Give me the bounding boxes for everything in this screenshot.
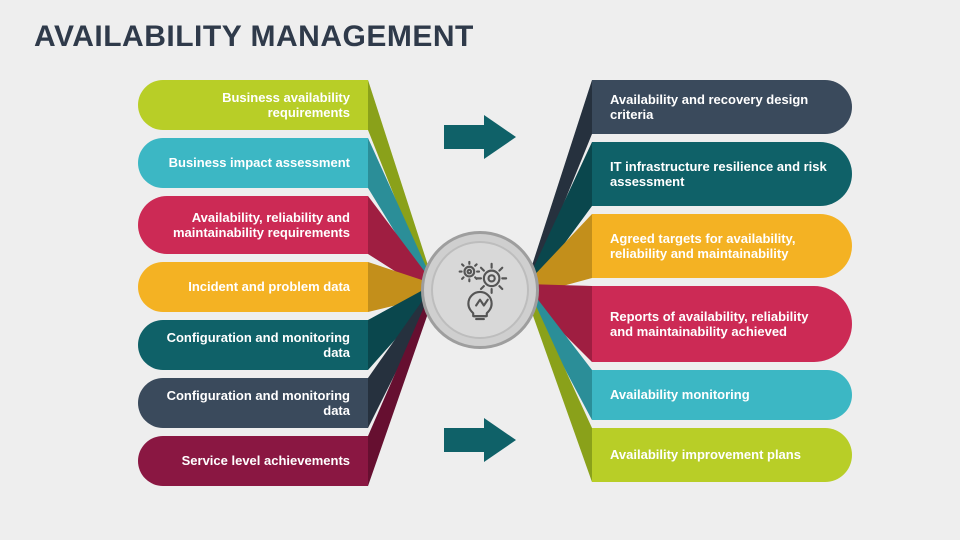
left-item-label: Service level achievements <box>182 453 350 468</box>
right-item-label: Reports of availability, reliability and… <box>610 309 832 340</box>
left-item-label: Business availability requirements <box>158 90 350 121</box>
right-item-0: Availability and recovery design criteri… <box>592 80 852 134</box>
right-item-label: IT infrastructure resilience and risk as… <box>610 159 832 190</box>
center-circle <box>421 231 539 349</box>
right-item-3: Reports of availability, reliability and… <box>592 286 852 362</box>
right-item-label: Availability and recovery design criteri… <box>610 92 832 123</box>
left-item-2: Availability, reliability and maintainab… <box>138 196 368 254</box>
left-item-label: Incident and problem data <box>188 279 350 294</box>
left-item-0: Business availability requirements <box>138 80 368 130</box>
diagram-stage: Business availability requirements Busine… <box>0 0 960 540</box>
left-item-3: Incident and problem data <box>138 262 368 312</box>
arrow-top-icon <box>444 115 516 159</box>
right-item-5: Availability improvement plans <box>592 428 852 482</box>
left-item-1: Business impact assessment <box>138 138 368 188</box>
left-item-label: Business impact assessment <box>169 155 350 170</box>
right-item-1: IT infrastructure resilience and risk as… <box>592 142 852 206</box>
left-item-label: Availability, reliability and maintainab… <box>158 210 350 241</box>
right-item-4: Availability monitoring <box>592 370 852 420</box>
arrow-bottom-icon <box>444 418 516 462</box>
right-item-label: Availability improvement plans <box>610 447 801 462</box>
right-item-label: Availability monitoring <box>610 387 750 402</box>
right-item-label: Agreed targets for availability, reliabi… <box>610 231 832 262</box>
left-item-6: Service level achievements <box>138 436 368 486</box>
gear-bulb-icon <box>449 259 511 321</box>
left-item-4: Configuration and monitoring data <box>138 320 368 370</box>
left-item-label: Configuration and monitoring data <box>158 388 350 419</box>
center-ring <box>431 241 529 339</box>
right-item-2: Agreed targets for availability, reliabi… <box>592 214 852 278</box>
left-item-label: Configuration and monitoring data <box>158 330 350 361</box>
left-item-5: Configuration and monitoring data <box>138 378 368 428</box>
